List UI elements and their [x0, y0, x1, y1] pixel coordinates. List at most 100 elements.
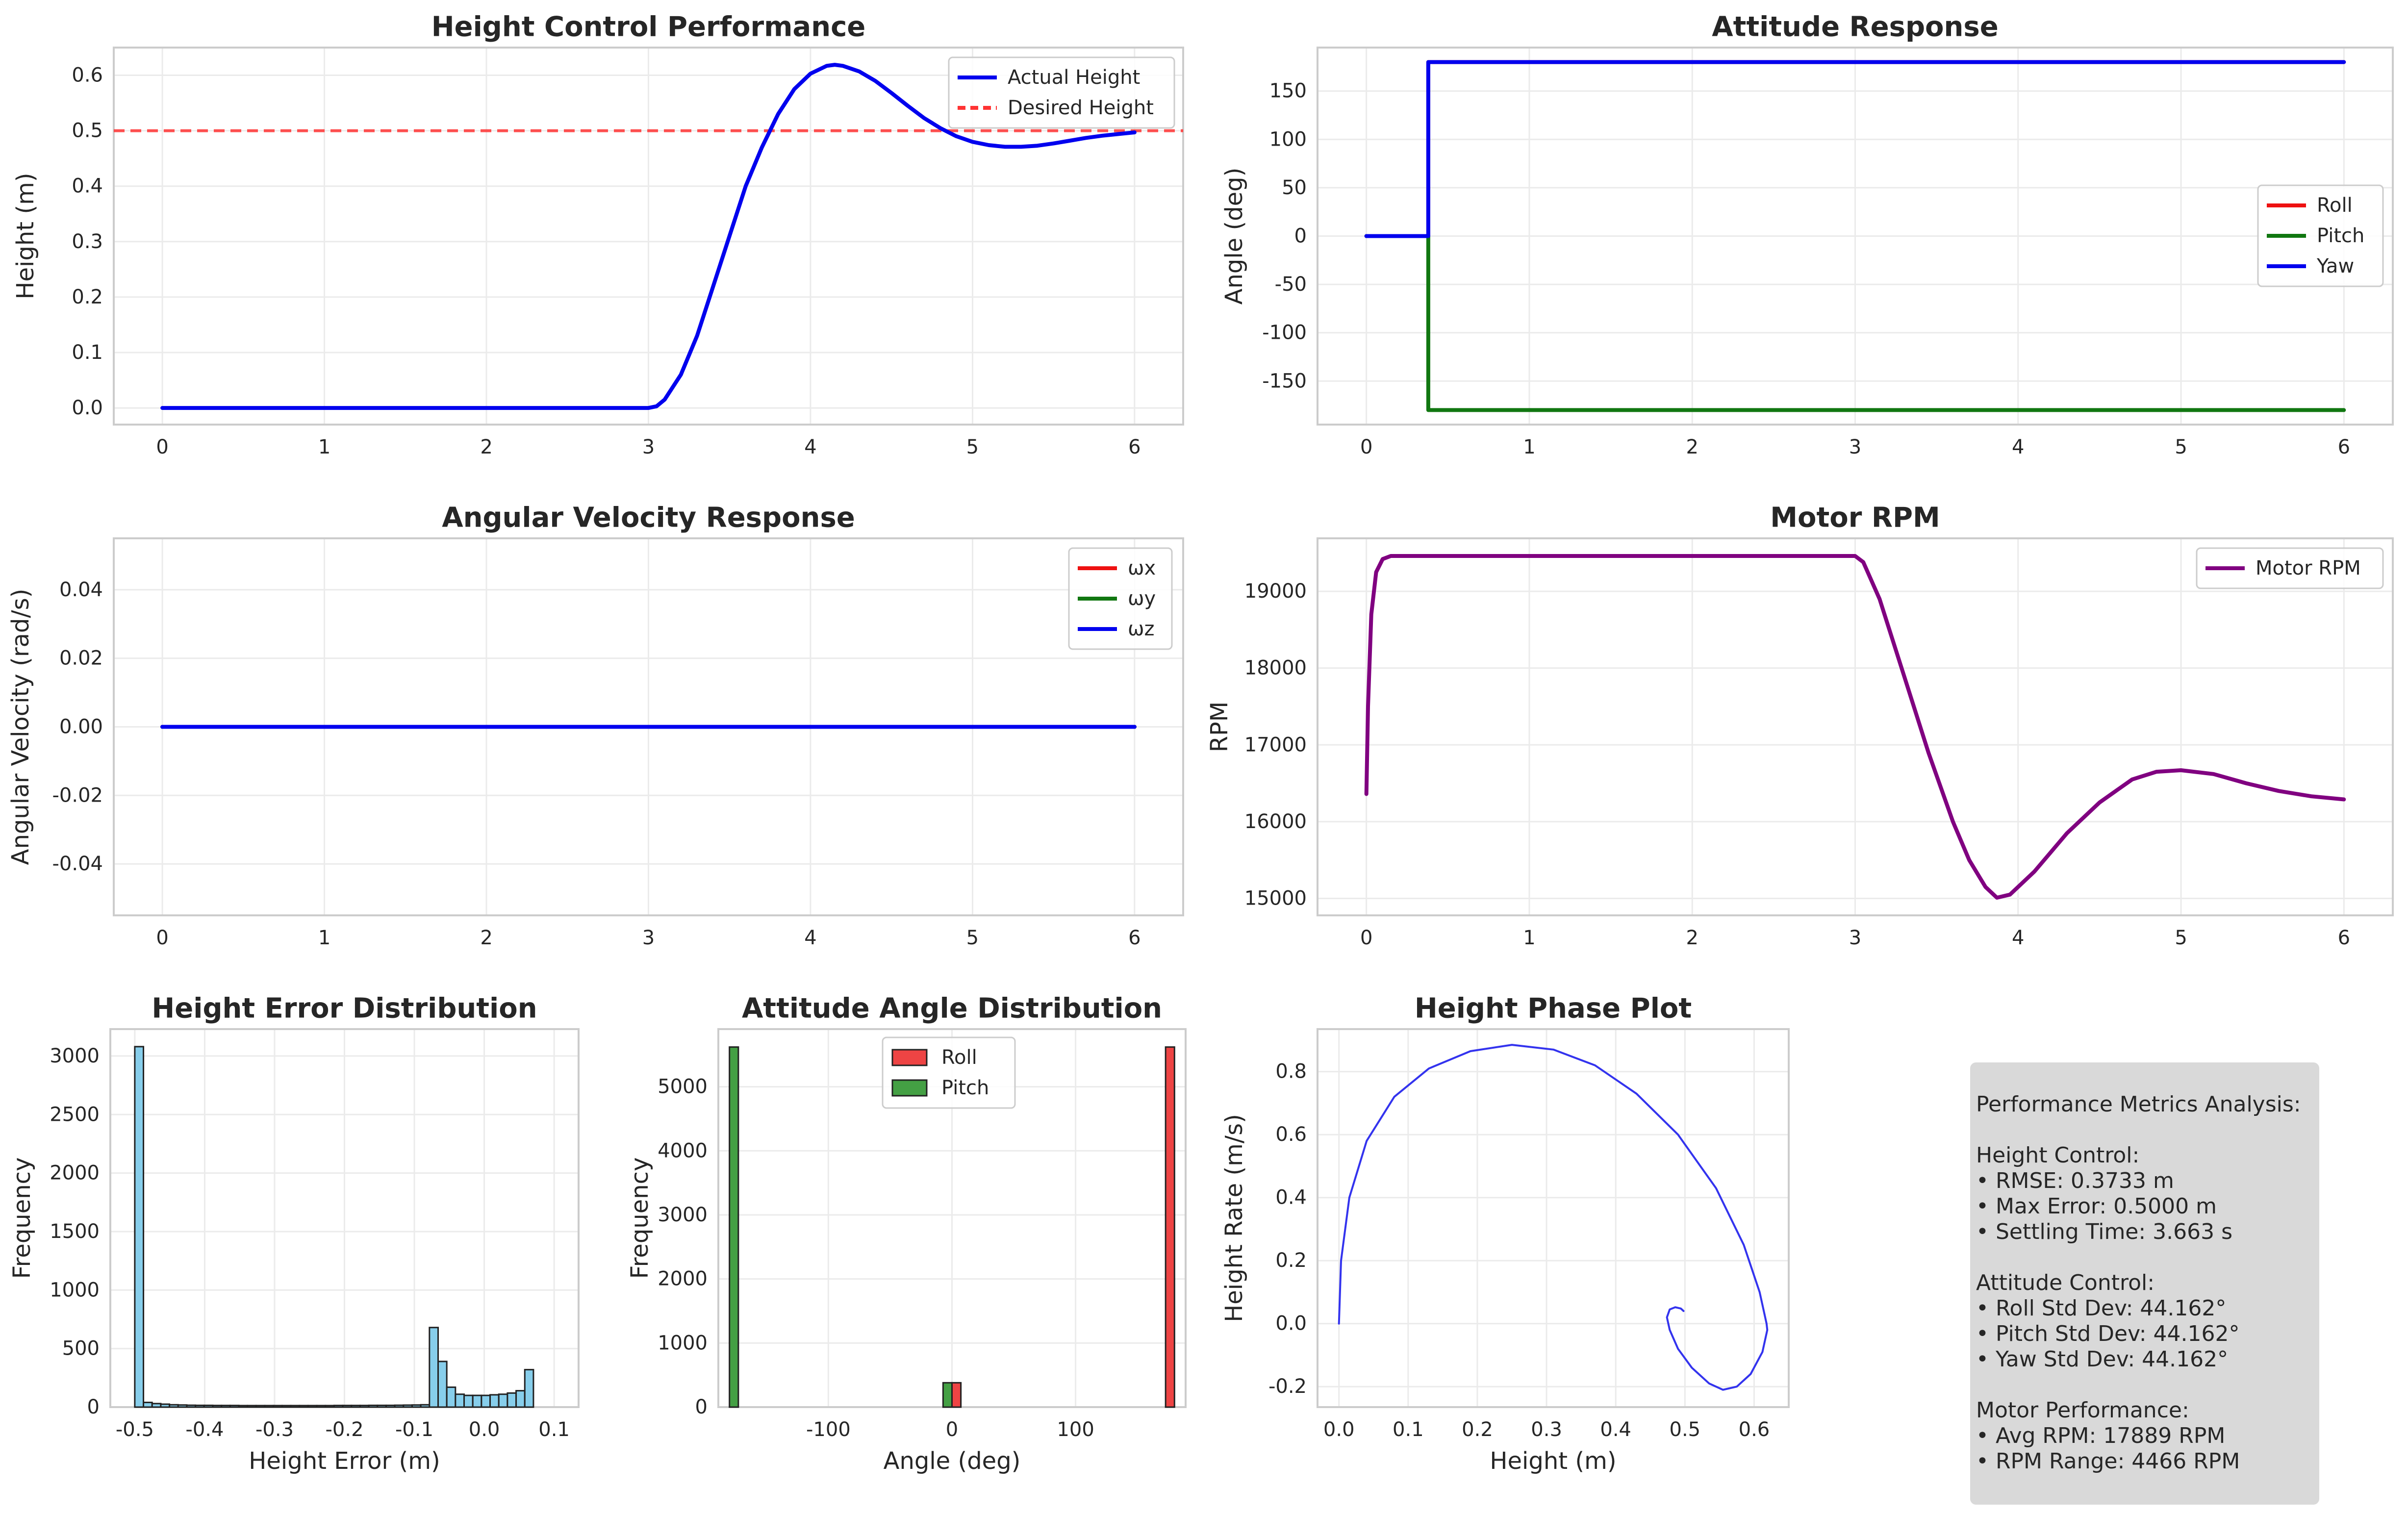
histogram-bar-pitch [729, 1046, 739, 1408]
y-tick-label: -0.2 [1268, 1375, 1307, 1398]
histogram-bar [195, 1404, 205, 1408]
y-tick-label: 1000 [50, 1279, 100, 1301]
legend-label: Actual Height [1008, 66, 1140, 89]
legend-label: ωx [1128, 557, 1156, 580]
legend-label: Pitch [941, 1077, 989, 1099]
y-tick-label: 1500 [50, 1220, 100, 1243]
x-tick-label: 3 [1849, 436, 1861, 458]
histogram-bar [437, 1361, 448, 1408]
x-tick-label: 0.0 [1323, 1418, 1355, 1441]
legend-box [948, 56, 1175, 129]
histogram-bar [160, 1403, 171, 1408]
legend-box [2196, 547, 2384, 589]
x-tick-label: 0.1 [1393, 1418, 1424, 1441]
x-tick-label: 0.0 [469, 1418, 500, 1441]
performance-metrics-box: Performance Metrics Analysis: Height Con… [1970, 1062, 2319, 1505]
y-tick-label: -150 [1262, 370, 1307, 392]
y-tick-label: 18000 [1244, 657, 1307, 680]
legend-label: Pitch [2317, 225, 2364, 247]
chart-title: Height Control Performance [431, 11, 866, 43]
x-tick-label: 5 [2175, 927, 2187, 949]
y-tick-label: 2000 [658, 1268, 708, 1290]
chart-angvel: 0 1 2 3 4 5 6 -0.04 -0.02 0.00 0.02 0.04 Angular Vel… [7, 502, 1184, 949]
chart-title: Attitude Response [1712, 11, 1998, 43]
y-tick-label: 0.0 [1275, 1312, 1307, 1335]
x-tick-label: 2 [480, 436, 492, 458]
x-tick-label: 5 [966, 436, 979, 458]
x-tick-label: 2 [1686, 436, 1698, 458]
axes-frame [113, 47, 1184, 426]
chart-rpm: 0 1 2 3 4 5 6 15000 16000 17000 18000 19000 Motor RP… [1206, 502, 2394, 949]
axes-frame [113, 537, 1184, 916]
x-tick-label: 6 [2338, 927, 2350, 949]
x-tick-label: 1 [1523, 436, 1535, 458]
legend-box [2257, 184, 2384, 287]
x-tick-label: 0.3 [1531, 1418, 1562, 1441]
histogram-bar [229, 1405, 240, 1408]
histogram-bar [403, 1404, 413, 1408]
metrics-line: • Max Error: 0.5000 m [1976, 1194, 2217, 1219]
histogram-bar [385, 1404, 396, 1408]
metrics-line: • Roll Std Dev: 44.162° [1976, 1296, 2227, 1321]
legend-swatch [891, 1049, 928, 1066]
histogram-bar [420, 1404, 431, 1408]
y-tick-label: 100 [1269, 128, 1307, 151]
y-tick-label: 0.1 [72, 341, 103, 364]
metrics-line: Height Control: [1976, 1143, 2140, 1168]
y-tick-label: 0.02 [59, 647, 103, 670]
metrics-line: • Pitch Std Dev: 44.162° [1976, 1321, 2240, 1346]
y-tick-label: 2000 [50, 1162, 100, 1185]
y-tick-label: 0.6 [1275, 1123, 1307, 1146]
histogram-bar [307, 1405, 318, 1408]
x-tick-label: 6 [1128, 927, 1141, 949]
metrics-line: Motor Performance: [1976, 1398, 2189, 1423]
metrics-line [1976, 1372, 2313, 1398]
y-tick-label: -0.04 [52, 853, 103, 875]
chart-title: Angular Velocity Response [442, 502, 855, 534]
histogram-bar [507, 1392, 517, 1408]
y-tick-label: 19000 [1244, 580, 1307, 603]
y-axis-label: Frequency [8, 1158, 36, 1279]
x-tick-label: 4 [804, 927, 816, 949]
histogram-bar-pitch [942, 1382, 953, 1408]
x-tick-label: 1 [318, 436, 330, 458]
histogram-bar [377, 1404, 387, 1408]
x-tick-label: -0.2 [325, 1418, 363, 1441]
chart-height: 0 1 2 3 4 5 6 0.0 0.1 0.2 0.3 0.4 0.5 0.6 Height Contr… [12, 11, 1184, 458]
chart-title: Motor RPM [1770, 502, 1940, 534]
metrics-line: • Settling Time: 3.663 s [1976, 1219, 2233, 1244]
histogram-bar [264, 1405, 275, 1408]
y-tick-label: -0.02 [52, 784, 103, 807]
histogram-bar [186, 1404, 197, 1408]
y-tick-label: 0.04 [59, 579, 103, 601]
x-tick-label: -0.3 [255, 1418, 294, 1441]
metrics-line [1976, 1245, 2313, 1270]
x-tick-label: 3 [642, 927, 655, 949]
x-tick-label: -0.4 [185, 1418, 224, 1441]
metrics-line: • Yaw Std Dev: 44.162° [1976, 1347, 2229, 1372]
histogram-bar [177, 1404, 188, 1408]
histogram-bar [221, 1405, 231, 1408]
y-axis-label: Frequency [626, 1158, 654, 1279]
y-tick-label: 16000 [1244, 810, 1307, 833]
y-tick-label: 0 [695, 1396, 708, 1418]
x-tick-label: 0 [156, 436, 168, 458]
histogram-bar [498, 1393, 508, 1408]
x-tick-label: 0 [1360, 436, 1372, 458]
x-tick-label: 2 [480, 927, 492, 949]
histogram-bar [143, 1401, 153, 1408]
histogram-bar [333, 1405, 344, 1408]
y-tick-label: -100 [1262, 322, 1307, 344]
histogram-bar [290, 1405, 301, 1408]
phase-trajectory-line [1338, 1044, 1769, 1391]
x-tick-label: 0.6 [1739, 1418, 1770, 1441]
y-axis-label: Height (m) [12, 173, 39, 299]
y-tick-label: 3000 [50, 1045, 100, 1067]
x-tick-label: 3 [1849, 927, 1861, 949]
y-tick-label: 0 [1294, 225, 1307, 248]
y-tick-label: -50 [1275, 273, 1307, 296]
y-tick-label: 4000 [658, 1139, 708, 1162]
histogram-bar [255, 1405, 266, 1408]
